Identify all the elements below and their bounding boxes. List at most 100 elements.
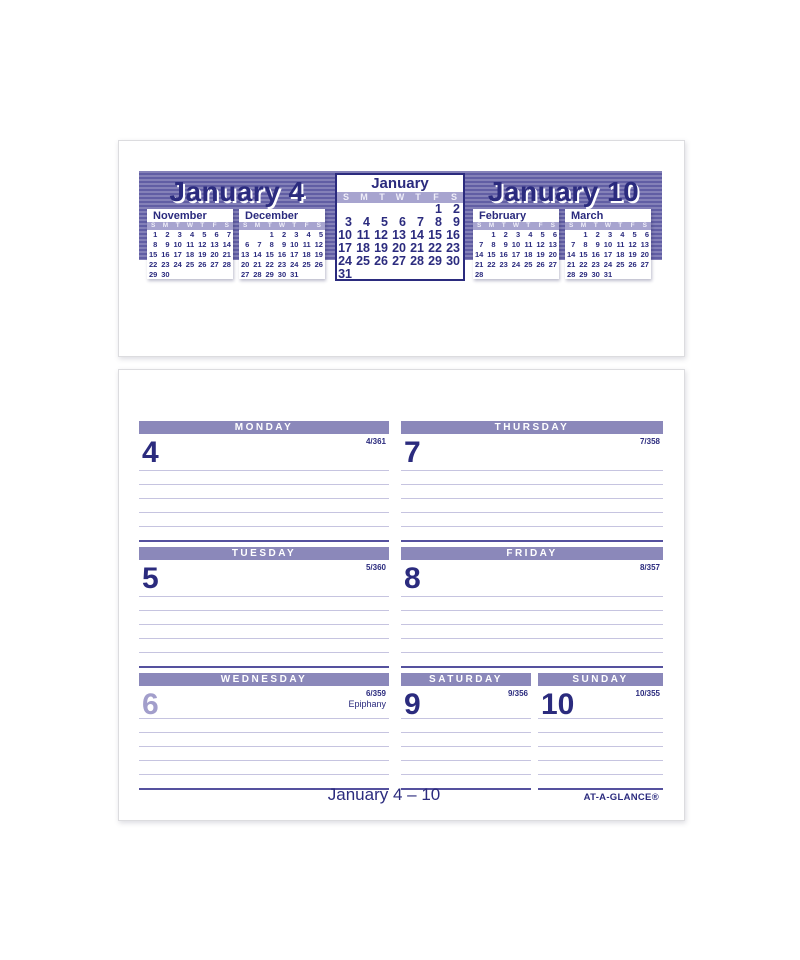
- day-cell: 27: [210, 260, 219, 269]
- day-cell: 5: [540, 230, 545, 239]
- day-cell: 8: [153, 240, 158, 249]
- day-cell: 23: [499, 260, 508, 269]
- weekday-letter: W: [395, 192, 405, 202]
- day-cell: [373, 268, 391, 281]
- week-range-label: January 4 – 10: [327, 785, 441, 804]
- day-cell: 18: [616, 250, 625, 259]
- ruled-line: [401, 498, 663, 512]
- day-cell: 4: [306, 230, 311, 239]
- day-cell: 2: [281, 230, 287, 239]
- day-cell: 2: [453, 202, 460, 216]
- day-cell: [221, 270, 233, 280]
- brand-logo-text: AT-A-GLANCE®: [583, 792, 659, 803]
- day-cell: 17: [338, 241, 352, 255]
- current-month-title: January: [371, 175, 429, 192]
- day-cell: 16: [277, 250, 287, 259]
- day-cell: 31: [338, 267, 352, 281]
- ruled-line: [139, 498, 389, 512]
- day-cell: 21: [410, 241, 424, 255]
- day-cell: 7: [417, 215, 424, 229]
- day-cell: 5: [202, 230, 207, 239]
- day-cell: [196, 270, 208, 280]
- day-cell: 6: [245, 240, 250, 249]
- weekday-letter: T: [379, 192, 385, 202]
- day-cell: 29: [579, 270, 588, 279]
- weekday-letter: S: [150, 222, 156, 229]
- weekday-letter: M: [488, 222, 495, 229]
- day-cell: 16: [446, 228, 460, 242]
- weekday-letter: W: [278, 222, 286, 229]
- ruled-line-bottom: [401, 788, 531, 790]
- day-of-year-label: 6/359: [365, 689, 386, 698]
- day-cell: [239, 230, 251, 240]
- mini-month-title: March: [571, 210, 604, 222]
- ruled-line: [538, 732, 663, 746]
- day-cell: 18: [302, 250, 311, 259]
- ruled-line: [401, 638, 663, 652]
- day-cell: 8: [583, 240, 588, 249]
- mini-month-grid: 1 2 3 4 5 6 7 8 9 10 11 12 13 14 15 16 17 18 19 20 21 22 23 24 2…: [147, 230, 233, 280]
- day-block-sunday: SUNDAY 10 10/355: [538, 673, 663, 790]
- day-number: 7: [404, 436, 421, 469]
- mini-month-title: December: [245, 210, 299, 222]
- day-cell: [473, 230, 485, 240]
- day-cell: 25: [356, 254, 370, 268]
- day-cell: 5: [632, 230, 637, 239]
- mini-month-title: November: [153, 210, 207, 222]
- day-cell: 13: [548, 240, 557, 249]
- weekday-letter: S: [342, 192, 349, 202]
- day-cell: 4: [528, 230, 533, 239]
- day-cell: 18: [524, 250, 533, 259]
- day-cell: 28: [474, 270, 484, 279]
- mini-month-grid: 1 2 3 4 5 6 7 8 9 10 11 12 13 14 15 16 17 18 19 20 21 22 23 24 2…: [565, 230, 651, 280]
- ruled-line: [139, 652, 389, 666]
- day-cell: 9: [595, 240, 600, 249]
- ruled-line: [401, 760, 531, 774]
- ruled-line: [401, 652, 663, 666]
- weekday-letter: S: [242, 222, 248, 229]
- day-cell: 20: [210, 250, 219, 259]
- day-cell: 14: [474, 250, 484, 259]
- ruled-line-bottom: [401, 666, 663, 668]
- day-cell: 25: [616, 260, 625, 269]
- day-cell: 23: [277, 260, 287, 269]
- day-cell: 20: [548, 250, 557, 259]
- day-cell: [251, 230, 263, 240]
- day-of-year-label: 9/356: [507, 689, 528, 698]
- weekday-letter: S: [568, 222, 574, 229]
- ruled-line: [401, 624, 663, 638]
- day-cell: [565, 230, 577, 240]
- ruled-line: [139, 718, 389, 732]
- weekday-letter: M: [360, 192, 368, 202]
- ruled-line: [401, 596, 663, 610]
- day-cell: [427, 268, 445, 281]
- day-cell: 30: [277, 270, 287, 279]
- day-cell: 24: [290, 260, 299, 269]
- day-cell: 25: [302, 260, 311, 269]
- day-cell: 10: [173, 240, 182, 249]
- day-cell: 27: [240, 270, 250, 279]
- weekday-letter: T: [501, 222, 506, 229]
- day-cell: 6: [399, 215, 406, 229]
- day-cell: 30: [591, 270, 600, 279]
- ruled-line-bottom: [139, 788, 389, 790]
- day-cell: 2: [503, 230, 508, 239]
- day-cell: [485, 270, 497, 280]
- ruled-line: [538, 718, 663, 732]
- day-cell: 14: [410, 228, 424, 242]
- day-cell: 24: [338, 254, 352, 268]
- day-cell: 13: [640, 240, 649, 249]
- day-cell: [626, 270, 638, 280]
- day-cell: 19: [374, 241, 388, 255]
- day-name-bar: MONDAY: [139, 421, 389, 434]
- day-cell: [498, 270, 510, 280]
- day-cell: 13: [210, 240, 219, 249]
- weekday-letter: T: [175, 222, 180, 229]
- day-cell: [639, 270, 651, 280]
- day-cell: 10: [511, 240, 521, 249]
- day-cell: 27: [640, 260, 649, 269]
- weekday-letter: S: [316, 222, 322, 229]
- day-cell: 1: [153, 230, 158, 239]
- day-cell: 5: [318, 230, 323, 239]
